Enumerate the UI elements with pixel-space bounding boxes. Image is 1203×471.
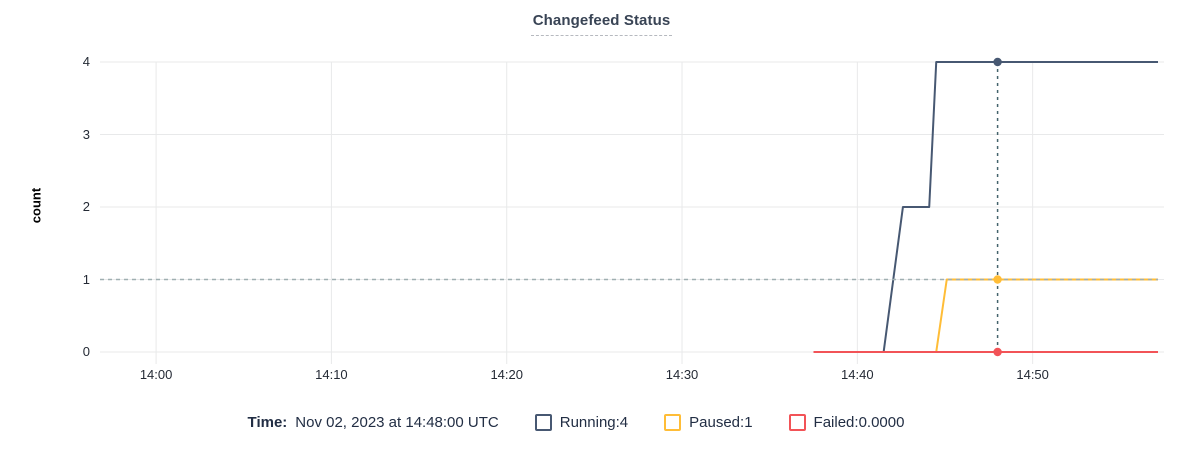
x-tick-label: 14:40 [841, 367, 874, 382]
y-tick-label: 1 [82, 271, 90, 287]
legend-time: Time: Nov 02, 2023 at 14:48:00 UTC [248, 414, 499, 431]
running-swatch-icon [534, 414, 552, 431]
legend-failed-label: Failed: [813, 414, 859, 431]
paused-swatch-icon [664, 414, 682, 431]
legend-failed-value: 0.0000 [858, 414, 905, 431]
chart-legend: Time: Nov 02, 2023 at 14:48:00 UTC Runni… [0, 414, 1152, 431]
legend-running-value: 4 [619, 414, 629, 431]
hover-dot-running [993, 57, 1002, 67]
legend-paused-label: Paused: [689, 414, 745, 431]
legend-paused-value: 1 [744, 414, 753, 431]
chart-title[interactable]: Changefeed Status [530, 12, 673, 36]
x-tick-label: 14:00 [139, 367, 173, 382]
y-axis-title: count [28, 187, 44, 224]
plot-hover-area[interactable] [100, 62, 1158, 352]
legend-item-running[interactable]: Running: 4 [534, 414, 629, 431]
y-tick-label: 3 [82, 126, 90, 142]
y-tick-label: 2 [82, 199, 90, 214]
changefeed-status-chart [100, 57, 1164, 364]
y-tick-label: 0 [82, 344, 90, 359]
legend-running-label: Running: [559, 414, 620, 431]
hover-dot-failed [993, 347, 1002, 357]
legend-item-paused[interactable]: Paused: 1 [664, 414, 753, 431]
x-tick-label: 14:10 [315, 367, 348, 382]
hover-dot-paused [993, 275, 1002, 284]
y-tick-label: 4 [82, 54, 90, 69]
x-tick-label: 14:50 [1016, 367, 1049, 382]
chart-title-wrap: Changefeed Status [0, 12, 1203, 36]
legend-time-value: Nov 02, 2023 at 14:48:00 UTC [295, 414, 499, 431]
x-tick-label: 14:20 [490, 367, 523, 382]
x-tick-label: 14:30 [665, 367, 699, 382]
legend-item-failed[interactable]: Failed: 0.0000 [788, 414, 905, 431]
failed-swatch-icon [788, 414, 806, 431]
legend-time-label: Time: [247, 414, 288, 431]
